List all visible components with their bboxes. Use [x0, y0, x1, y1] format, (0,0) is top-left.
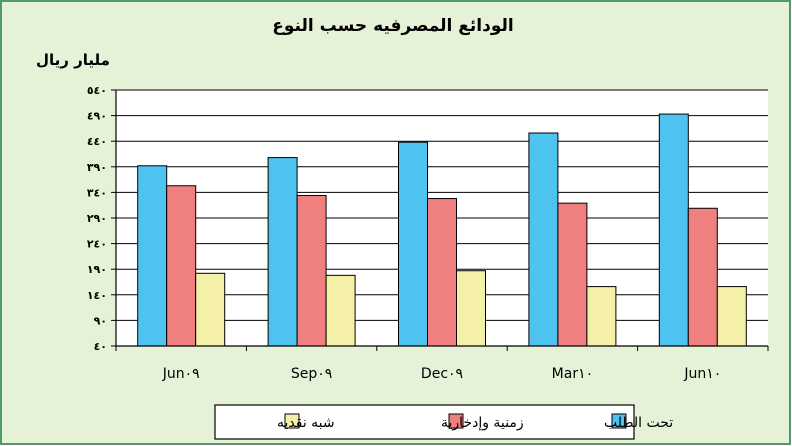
y-tick-label: ٢٤٠ — [87, 238, 107, 251]
bar — [716, 286, 747, 347]
bar — [528, 132, 559, 347]
legend: تحت الطلب زمنية وإدخارية شبه نقديه — [214, 404, 673, 440]
chart-title: الودائع المصرفيه حسب النوع — [272, 16, 513, 36]
x-tick-label: Mar١٠ — [552, 366, 593, 382]
y-tick-label: ١٤٠ — [87, 289, 107, 302]
bar — [398, 141, 428, 347]
bar — [456, 270, 486, 347]
bar — [195, 272, 226, 347]
axes — [115, 90, 768, 347]
y-tick-label: ٩٠ — [94, 314, 107, 327]
legend-label: زمنية وإدخارية — [441, 415, 524, 431]
legend-swatch — [448, 413, 464, 429]
x-tick-label: Dec٠٩ — [421, 366, 463, 382]
x-tick-label: Jun١٠ — [683, 366, 721, 382]
y-tick-label: ٢٩٠ — [87, 212, 107, 225]
y-tick-label: ٥٤٠ — [87, 84, 107, 97]
y-tick-label: ٤٩٠ — [87, 110, 107, 123]
y-axis-label: مليار ريال — [36, 51, 110, 69]
legend-label: شبه نقديه — [277, 415, 335, 431]
y-tick-label: ٤٠ — [94, 340, 107, 353]
bar — [658, 113, 689, 347]
bar — [427, 198, 457, 347]
x-tick-label: Jun٠٩ — [162, 366, 200, 382]
legend-label: تحت الطلب — [604, 415, 673, 431]
bars — [137, 113, 747, 347]
bar — [267, 157, 298, 347]
x-axis-ticks: Jun٠٩ Sep٠٩ Dec٠٩ Mar١٠ Jun١٠ — [115, 346, 769, 382]
y-tick-label: ١٩٠ — [87, 263, 107, 276]
bar — [166, 185, 197, 347]
y-tick-label: ٣٩٠ — [87, 161, 107, 174]
bar — [586, 286, 617, 347]
y-tick-label: ٤٤٠ — [87, 135, 107, 148]
y-axis-ticks: ٤٠ ٩٠ ١٤٠ ١٩٠ ٢٤٠ ٢٩٠ ٣٤٠ ٣٩٠ ٤٤٠ ٤٩٠ ٥٤٠ — [87, 84, 116, 353]
bar — [296, 194, 327, 347]
y-tick-label: ٣٤٠ — [87, 186, 107, 199]
bar — [687, 207, 718, 347]
bar — [557, 202, 588, 347]
bar — [137, 165, 168, 347]
legend-swatch — [611, 413, 627, 429]
legend-swatch — [284, 413, 300, 429]
x-tick-label: Sep٠٩ — [291, 366, 332, 382]
bar — [325, 274, 356, 347]
